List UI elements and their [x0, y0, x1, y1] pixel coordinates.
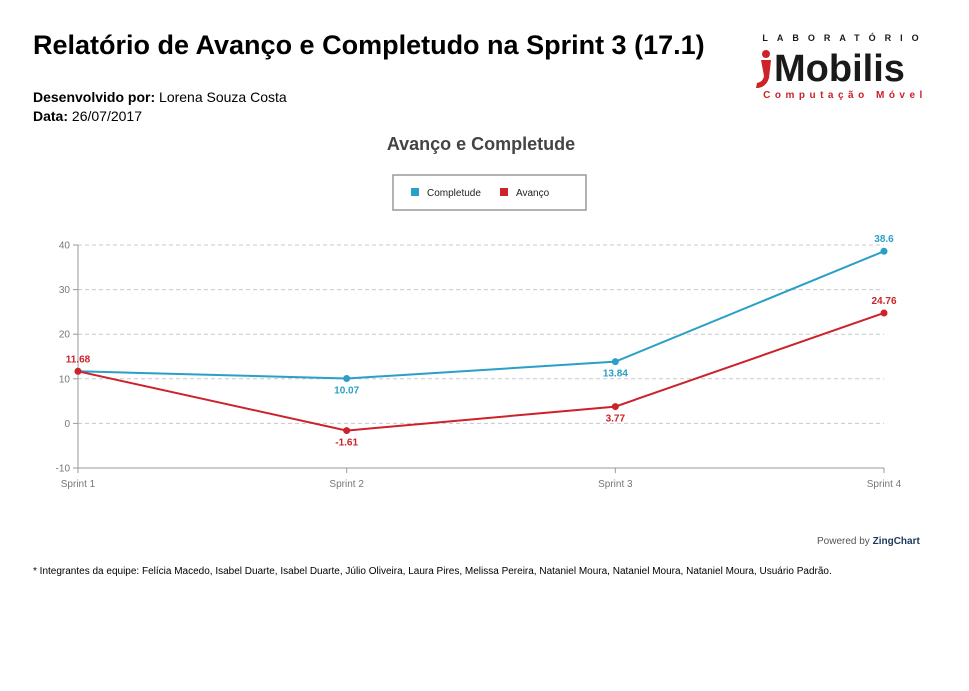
- data-point[interactable]: [343, 374, 351, 382]
- x-tick-label: Sprint 3: [598, 479, 633, 490]
- y-tick-label: -10: [56, 464, 71, 475]
- legend-swatch: [411, 188, 419, 196]
- data-label: 10.07: [334, 385, 359, 396]
- data-point[interactable]: [611, 403, 619, 411]
- author-value: Lorena Souza Costa: [159, 89, 287, 105]
- powered-by[interactable]: Powered by ZingChart: [817, 536, 920, 547]
- legend-swatch: [500, 188, 508, 196]
- author-line: Desenvolvido por: Lorena Souza Costa: [33, 89, 287, 105]
- y-tick-label: 40: [59, 241, 71, 252]
- chart-title: Avanço e Completude: [387, 134, 575, 154]
- date-line: Data: 26/07/2017: [33, 108, 142, 124]
- data-point[interactable]: [343, 427, 351, 435]
- logo-i-mark: [756, 50, 771, 88]
- series-layer: [74, 247, 888, 435]
- axis-layer: -10 0 10 20 30 40 Sprint 1 Sprint 2 Sprint 3 Spri…: [56, 241, 902, 491]
- data-point[interactable]: [74, 367, 82, 375]
- mobilis-logo: LABORATÓRIO Mobilis Computação Móvel: [756, 32, 927, 100]
- series-line-1: [77, 312, 885, 432]
- logo-brand-text: Mobilis: [774, 48, 905, 90]
- logo-bottom-text: Computação Móvel: [763, 90, 927, 100]
- report-title: Relatório de Avanço e Completudo na Spri…: [33, 30, 705, 60]
- x-tick-label: Sprint 2: [329, 479, 364, 490]
- author-label: Desenvolvido por:: [33, 89, 156, 105]
- legend-box: [392, 174, 587, 211]
- x-tick-label: Sprint 4: [867, 479, 902, 490]
- data-point[interactable]: [880, 309, 888, 317]
- team-footnote: * Integrantes da equipe: Felícia Macedo,…: [33, 566, 832, 577]
- y-tick-label: 30: [59, 285, 71, 296]
- powered-prefix: Powered by: [817, 536, 870, 547]
- data-label: 24.76: [871, 296, 896, 307]
- series-line-0: [77, 250, 885, 380]
- logo-top-text: LABORATÓRIO: [762, 32, 927, 43]
- legend-label[interactable]: Completude: [427, 188, 481, 199]
- data-point[interactable]: [611, 358, 619, 366]
- data-label: 13.84: [603, 369, 628, 380]
- y-tick-label: 0: [64, 419, 70, 430]
- data-label: 38.6: [874, 234, 894, 245]
- legend-label[interactable]: Avanço: [516, 188, 550, 199]
- data-label: 11.68: [66, 354, 91, 365]
- date-value: 26/07/2017: [71, 108, 142, 124]
- label-layer: 10.07 13.84 38.6 11.68 -1.61 3.77 24.76: [66, 234, 897, 448]
- line-chart: Avanço e Completude Completude Avanço -10…: [56, 134, 902, 491]
- date-label: Data:: [33, 108, 69, 124]
- powered-brand: ZingChart: [872, 536, 920, 547]
- x-tick-label: Sprint 1: [61, 479, 96, 490]
- chart-legend: Completude Avanço: [392, 174, 587, 211]
- grid-layer: [78, 244, 884, 469]
- y-tick-label: 10: [59, 374, 71, 385]
- data-label: -1.61: [335, 438, 358, 449]
- data-point[interactable]: [880, 247, 888, 255]
- data-label: 3.77: [606, 414, 626, 425]
- y-tick-label: 20: [59, 330, 71, 341]
